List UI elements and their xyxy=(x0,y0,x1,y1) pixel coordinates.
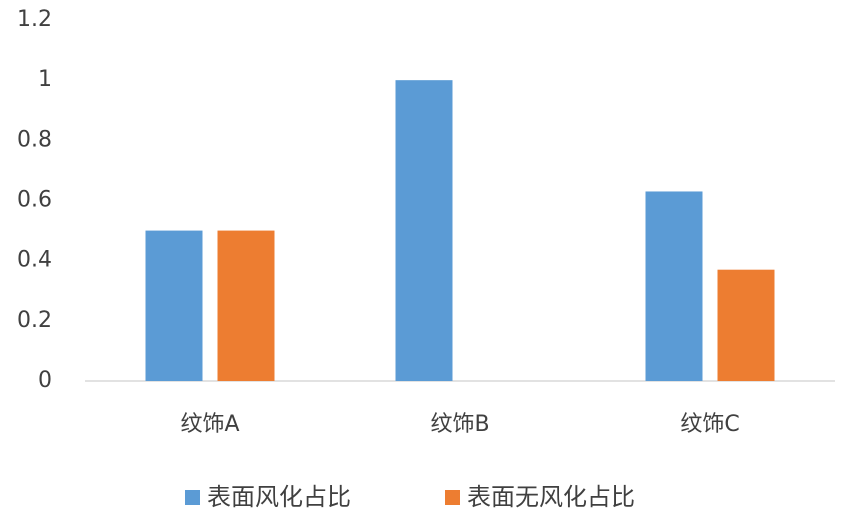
bar xyxy=(145,230,203,381)
y-tick-label: 0.8 xyxy=(17,127,52,152)
x-tick-label: 纹饰A xyxy=(180,412,239,437)
y-tick-label: 0 xyxy=(38,368,52,393)
bar xyxy=(717,269,775,381)
y-tick-label: 0.6 xyxy=(17,188,52,213)
bar xyxy=(645,191,703,381)
y-tick-label: 1.2 xyxy=(17,7,52,32)
bar xyxy=(395,80,453,382)
legend-label: 表面风化占比 xyxy=(207,483,351,511)
bar xyxy=(217,230,275,381)
y-tick-label: 1 xyxy=(38,67,52,92)
x-tick-label: 纹饰B xyxy=(430,412,489,437)
legend-label: 表面无风化占比 xyxy=(467,483,635,511)
x-tick-label: 纹饰C xyxy=(680,412,739,437)
y-tick-label: 0.4 xyxy=(17,248,52,273)
legend-swatch xyxy=(185,490,200,505)
y-tick-label: 0.2 xyxy=(17,308,52,333)
legend-swatch xyxy=(445,490,460,505)
